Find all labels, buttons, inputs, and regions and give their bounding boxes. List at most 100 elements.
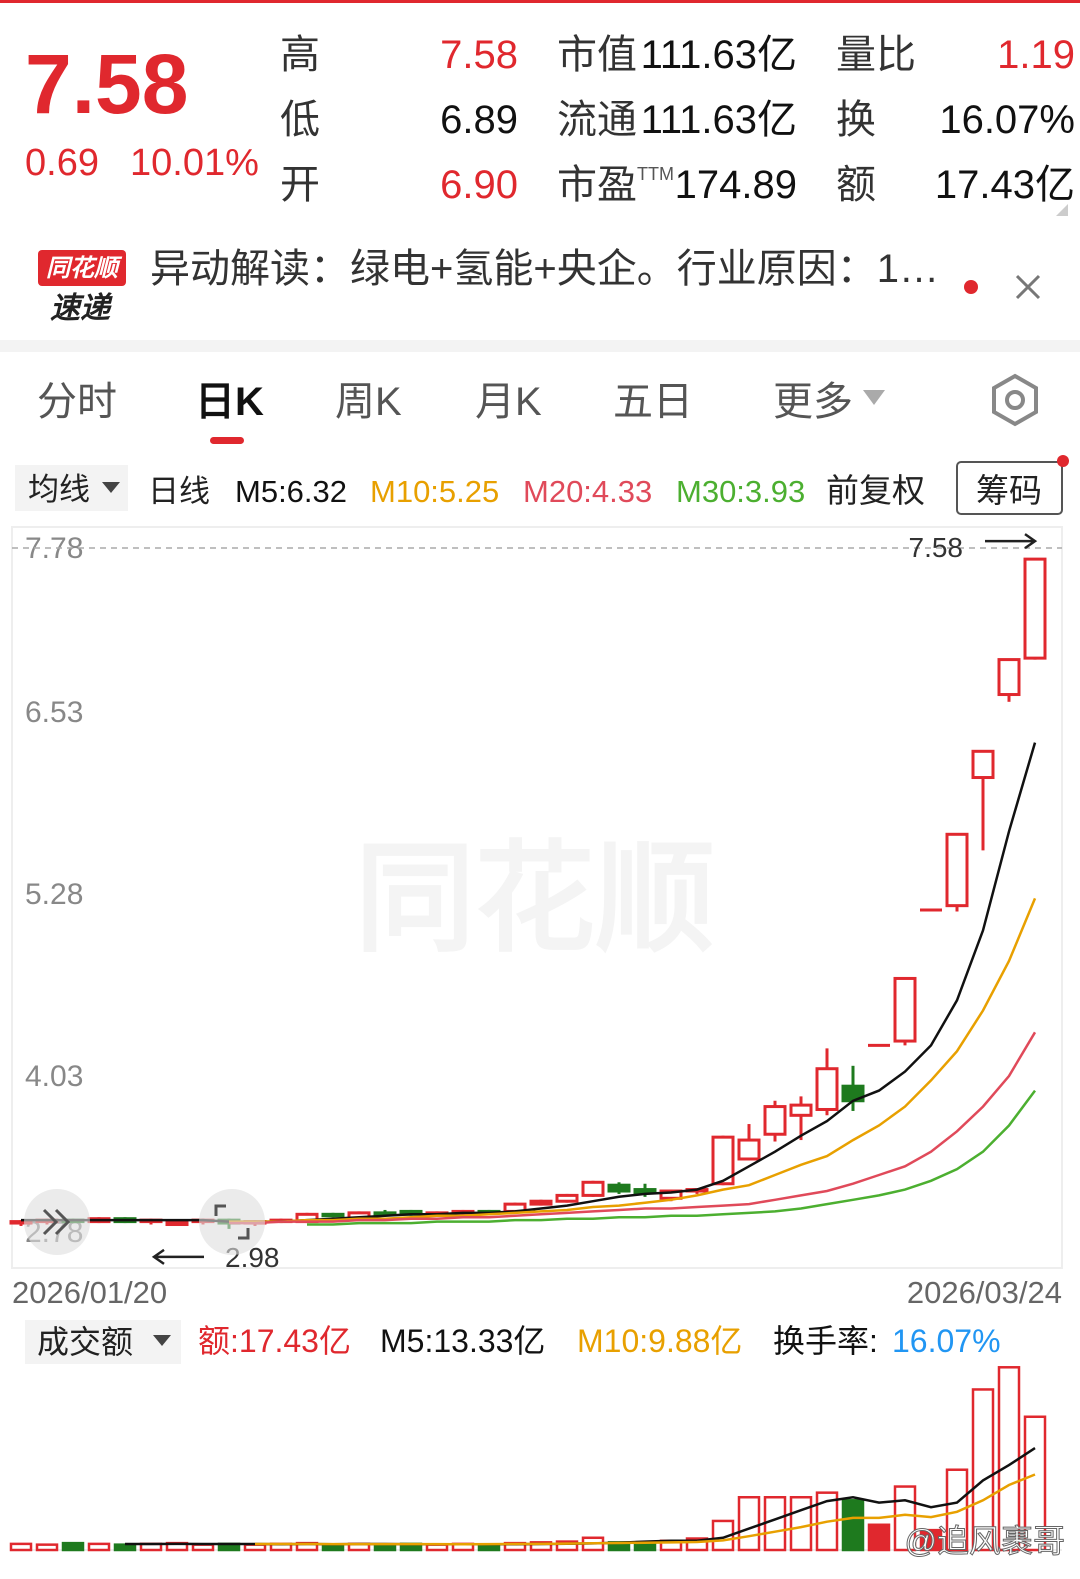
legend-entry: 额:17.43亿 — [198, 1323, 351, 1359]
max-label: 7.58 — [909, 532, 964, 563]
stat-label: 低 — [280, 98, 320, 142]
candle-body — [373, 1211, 397, 1216]
volume-bar — [763, 1496, 787, 1552]
volume-bar — [9, 1542, 33, 1552]
chips[interactable]: 筹码 — [976, 472, 1042, 509]
close-button[interactable] — [1015, 274, 1041, 300]
turnover-value: 16.07% — [892, 1323, 1001, 1359]
volume-bar — [87, 1542, 111, 1552]
volume-bar — [35, 1543, 59, 1552]
stat-value: 16.07% — [939, 98, 1075, 142]
stat-label: 流通 — [557, 98, 637, 142]
volume-bar — [113, 1543, 137, 1552]
candle-body — [971, 749, 995, 780]
divider — [0, 340, 1080, 352]
ma-line — [255, 1473, 1036, 1546]
volume-bar — [945, 1468, 969, 1552]
tab[interactable]: 日K — [195, 380, 264, 424]
fullscreen-icon — [214, 1204, 250, 1240]
change-pct: 10.01% — [130, 142, 259, 184]
corner-mark — [1056, 204, 1068, 216]
volume-bar — [61, 1541, 85, 1552]
adjust[interactable]: 前复权 — [826, 472, 925, 509]
stat-label: 换 — [836, 98, 876, 142]
volume-menu-bg[interactable] — [25, 1320, 181, 1364]
top-border — [0, 0, 1080, 3]
x-tick-label: 2026/01/20 — [12, 1275, 167, 1310]
legend-entry: M20:4.33 — [523, 474, 652, 509]
candle-body — [607, 1183, 631, 1193]
news-badge-top: 同花顺 — [46, 255, 123, 282]
candle-body — [997, 658, 1021, 697]
dropdown-arrow — [102, 482, 120, 493]
change: 0.69 — [25, 142, 99, 184]
y-tick-label: 5.28 — [25, 878, 83, 911]
stat-value: 6.90 — [440, 163, 518, 207]
stat-label: 额 — [836, 163, 876, 207]
dropdown-arrow — [863, 390, 885, 405]
volume-bar — [971, 1388, 995, 1552]
candle-body — [321, 1212, 345, 1218]
brand-watermark: 同花顺 — [355, 832, 715, 966]
candle-body — [737, 1138, 761, 1161]
candle-body — [1023, 557, 1047, 660]
volume-bar — [867, 1523, 891, 1552]
news-badge-bottom: 速递 — [50, 292, 113, 325]
volume-bar — [191, 1543, 215, 1552]
volume-bar — [243, 1543, 267, 1552]
candle-body — [763, 1105, 787, 1136]
fullscreen-button[interactable] — [199, 1189, 265, 1255]
y-tick-label: 6.53 — [25, 696, 83, 729]
settings-dot — [1005, 390, 1025, 410]
volume-bar — [529, 1541, 553, 1552]
chips-button[interactable] — [956, 461, 1063, 515]
candle-body — [945, 832, 969, 908]
stat-value: 7.58 — [440, 33, 518, 77]
ma-line — [229, 1031, 1037, 1225]
price: 7.58 — [25, 37, 189, 131]
news-badge[interactable] — [38, 250, 126, 286]
stat-value: 6.89 — [440, 98, 518, 142]
candle-body — [659, 1189, 683, 1200]
news-text[interactable]: 异动解读：绿电+氢能+央企。行业原因：1… — [150, 247, 939, 291]
settings-hex — [992, 373, 1038, 427]
tab[interactable]: 更多 — [773, 380, 853, 424]
tab[interactable]: 五日 — [613, 380, 693, 424]
candle-body — [711, 1135, 735, 1186]
stat-value: 174.89 — [675, 163, 797, 207]
stat-label: 高 — [280, 33, 320, 77]
tab[interactable]: 周K — [335, 380, 402, 424]
candle-body — [555, 1193, 579, 1203]
y-tick-label: 4.03 — [25, 1060, 83, 1093]
legend-entry: M30:3.93 — [676, 474, 805, 509]
ma-menu[interactable]: 均线 — [28, 472, 90, 507]
min-arrow — [151, 1248, 204, 1265]
volume-bar — [321, 1543, 345, 1552]
stat-value: 17.43亿 — [935, 163, 1075, 207]
stat-label: 开 — [280, 163, 320, 207]
tab[interactable]: 月K — [475, 380, 542, 424]
settings-icon[interactable] — [992, 373, 1038, 427]
x-tick-label: 2026/03/24 — [907, 1275, 1062, 1310]
candle-body — [165, 1220, 189, 1227]
candle-body — [789, 1103, 813, 1117]
tab-underline — [210, 437, 244, 444]
max-arrow — [985, 533, 1038, 550]
volume-bar — [425, 1543, 449, 1552]
volume-bar — [633, 1541, 657, 1552]
stat-label: 市盈 — [557, 163, 637, 207]
expand-icon — [42, 1208, 71, 1236]
ma-line — [307, 1089, 1037, 1226]
chips-dot — [1057, 455, 1069, 467]
ma-line — [21, 742, 1037, 1223]
legend-entry: M5:6.32 — [235, 474, 347, 509]
turnover-label: 换手率: — [773, 1323, 878, 1359]
candle-body — [633, 1188, 657, 1194]
tab[interactable]: 分时 — [37, 380, 117, 424]
volume-menu[interactable]: 成交额 — [37, 1324, 133, 1360]
stat-label: 量比 — [836, 33, 916, 77]
price-chart: 7.786.535.284.032.787.582.982026/01/2020… — [9, 532, 1062, 1310]
volume-bar — [685, 1537, 709, 1552]
legend-entry: M10:5.25 — [370, 474, 499, 509]
